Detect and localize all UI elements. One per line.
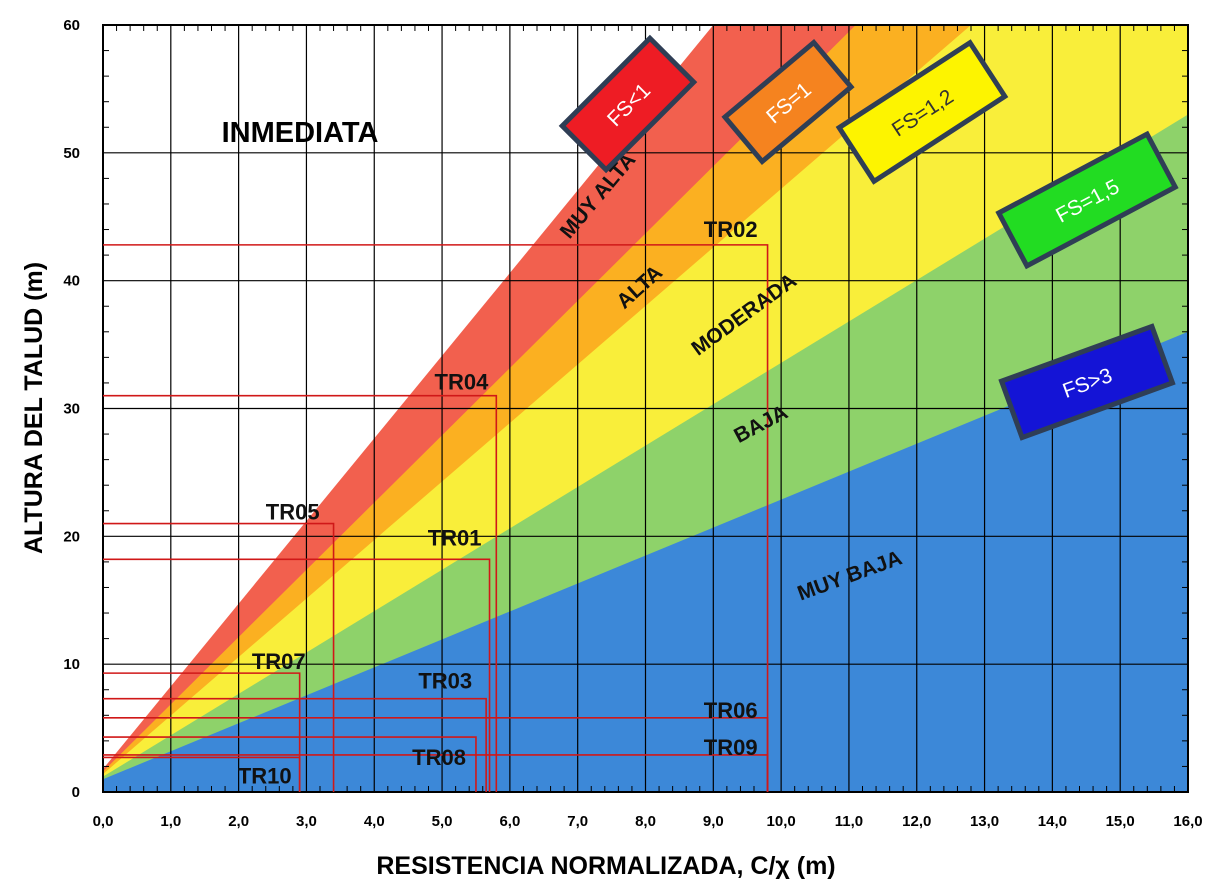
fs-boxes-layer: FS<1 FS=1 FS=1,2FS=1,5 FS>3 [558, 34, 1179, 441]
sample-label-tr02: TR02 [704, 217, 758, 242]
x-tick-label: 11,0 [835, 813, 863, 830]
tick-labels-layer: 0,0 1,0 2,0 3,0 4,0 5,0 6,0 7,0 8,0 9,0 10,0 11,0 12… [63, 17, 1202, 830]
y-tick-label: 60 [63, 17, 80, 34]
fs-box-4: FS=1,5 [995, 130, 1179, 270]
fs-box-1: FS<1 [558, 34, 698, 174]
x-tick-label: 5,0 [432, 813, 453, 830]
sample-labels-layer: TR01 TR02 TR03 TR04 TR05 TR06 TR07 TR08 TR09 TR10 [238, 217, 758, 789]
x-tick-label: 12,0 [902, 813, 931, 830]
sample-label-tr10: TR10 [238, 763, 292, 788]
x-tick-label: 3,0 [296, 813, 317, 830]
x-tick-label: 15,0 [1106, 813, 1135, 830]
x-tick-label: 1,0 [160, 813, 181, 830]
guide-line-tr09 [103, 754, 769, 792]
sample-label-tr03: TR03 [418, 669, 472, 694]
x-axis-title: RESISTENCIA NORMALIZADA, C/χ (m) [376, 852, 835, 880]
x-tick-label: 0,0 [93, 813, 114, 830]
fs-box-3: FS=1,2 [835, 39, 1009, 185]
chart-title: INMEDIATA [222, 117, 379, 149]
y-tick-label: 10 [63, 656, 80, 673]
y-tick-label: 40 [63, 273, 80, 290]
x-tick-label: 16,0 [1173, 813, 1202, 830]
guide-line-tr07 [103, 672, 301, 792]
plot-frame [102, 24, 1189, 793]
guide-line-tr01 [103, 558, 491, 792]
guide-line-tr03 [103, 697, 487, 792]
x-tick-label: 9,0 [703, 813, 724, 830]
x-tick-label: 2,0 [228, 813, 249, 830]
guide-line-tr02 [103, 244, 769, 792]
fs-box-frame [995, 130, 1179, 270]
sample-label-tr06: TR06 [704, 698, 758, 723]
fs-box-frame [558, 34, 698, 174]
x-tick-label: 4,0 [364, 813, 385, 830]
fs-box-frame [721, 38, 855, 166]
guide-line-tr04 [103, 394, 498, 792]
guide-line-tr08 [103, 736, 477, 792]
x-tick-label: 13,0 [970, 813, 999, 830]
x-tick-label: 6,0 [499, 813, 520, 830]
y-tick-label: 0 [72, 784, 80, 801]
sample-label-tr08: TR08 [412, 745, 466, 770]
y-tick-label: 50 [63, 145, 80, 162]
guide-line-tr05 [103, 522, 335, 792]
sample-label-tr01: TR01 [428, 525, 482, 550]
fs-box-frame [835, 39, 1009, 185]
x-tick-label: 14,0 [1038, 813, 1067, 830]
y-axis-title: ALTURA DEL TALUD (m) [20, 262, 48, 554]
guide-lines-layer [103, 244, 769, 792]
fs-box-frame [998, 323, 1176, 441]
fs-box-5: FS>3 [998, 323, 1176, 441]
x-tick-label: 10,0 [767, 813, 796, 830]
sample-label-tr09: TR09 [704, 735, 758, 760]
fs-box-2: FS=1 [721, 38, 855, 166]
sample-label-tr05: TR05 [266, 500, 320, 525]
x-tick-label: 7,0 [567, 813, 588, 830]
sample-label-tr04: TR04 [435, 370, 490, 395]
x-tick-label: 8,0 [635, 813, 656, 830]
guide-line-tr10 [103, 756, 301, 792]
sample-label-tr07: TR07 [252, 649, 306, 674]
y-tick-label: 20 [63, 528, 80, 545]
y-tick-label: 30 [63, 401, 80, 418]
